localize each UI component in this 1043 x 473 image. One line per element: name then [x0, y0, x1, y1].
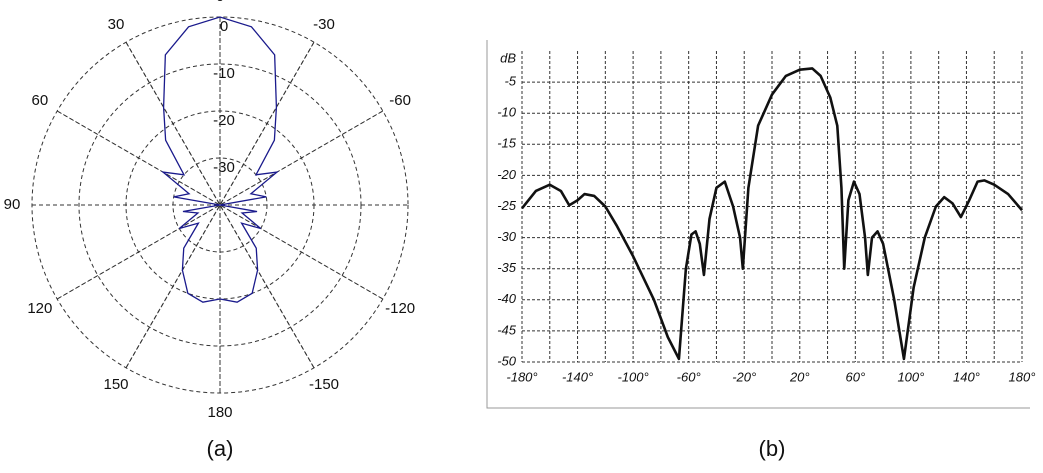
- y-tick-label: -35: [497, 260, 517, 275]
- x-tick-label: -20°: [732, 369, 756, 384]
- panel-frame: [486, 40, 1030, 409]
- caption: (a): [207, 436, 234, 461]
- x-tick-label: 180°: [1009, 369, 1036, 384]
- y-tick-label: -40: [497, 291, 517, 306]
- theta-tick-label: 30: [108, 16, 125, 33]
- theta-tick-label: 150: [103, 376, 128, 393]
- x-tick-label: 60°: [845, 369, 865, 384]
- y-tick-label: -5: [504, 74, 516, 89]
- r-tick-label: -20: [213, 112, 235, 129]
- theta-tick-label: 60: [32, 92, 49, 109]
- caption: (b): [759, 436, 786, 461]
- y-axis-label: dB: [500, 50, 516, 65]
- y-tick-label: -25: [497, 198, 517, 213]
- theta-tick-label: -30: [313, 16, 335, 33]
- x-tick-label: -60°: [677, 369, 701, 384]
- x-tick-label: -180°: [506, 369, 537, 384]
- x-tick-label: 100°: [897, 369, 924, 384]
- theta-tick-label: 0: [216, 0, 224, 5]
- r-tick-label: 0: [220, 18, 228, 35]
- y-tick-label: -15: [497, 136, 517, 151]
- y-tick-label: -10: [497, 105, 517, 120]
- r-tick-label: -30: [213, 159, 235, 176]
- pattern-line: [160, 16, 280, 303]
- theta-tick-label: 120: [27, 300, 52, 317]
- x-tick-label: -140°: [562, 369, 593, 384]
- pattern-line: [520, 67, 1023, 361]
- x-tick-label: 140°: [953, 369, 980, 384]
- theta-tick-label: -120: [385, 300, 415, 317]
- theta-tick-label: 90: [4, 196, 21, 213]
- theta-tick-label: 180: [207, 404, 232, 421]
- y-tick-label: -30: [497, 229, 517, 244]
- y-tick-label: -20: [497, 167, 517, 182]
- theta-tick-label: -150: [309, 376, 339, 393]
- x-tick-label: -100°: [618, 369, 649, 384]
- y-tick-label: -45: [497, 322, 517, 337]
- r-tick-label: -10: [213, 65, 235, 82]
- y-tick-label: -50: [497, 353, 517, 368]
- x-tick-label: 20°: [789, 369, 810, 384]
- theta-tick-label: -60: [389, 92, 411, 109]
